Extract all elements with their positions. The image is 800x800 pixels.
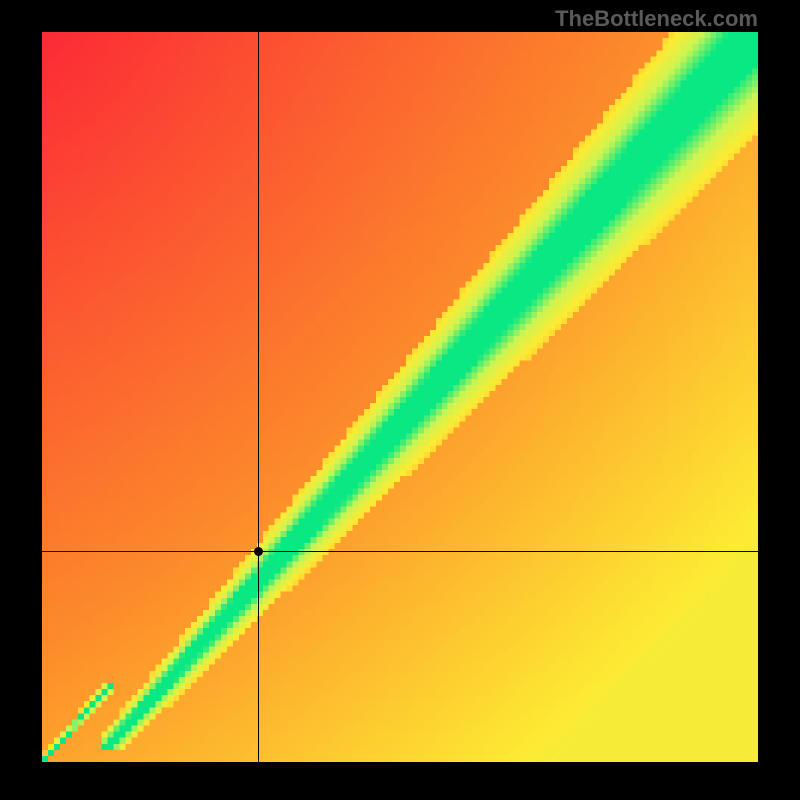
watermark-text: TheBottleneck.com [555,6,758,32]
bottleneck-heatmap [42,32,758,762]
